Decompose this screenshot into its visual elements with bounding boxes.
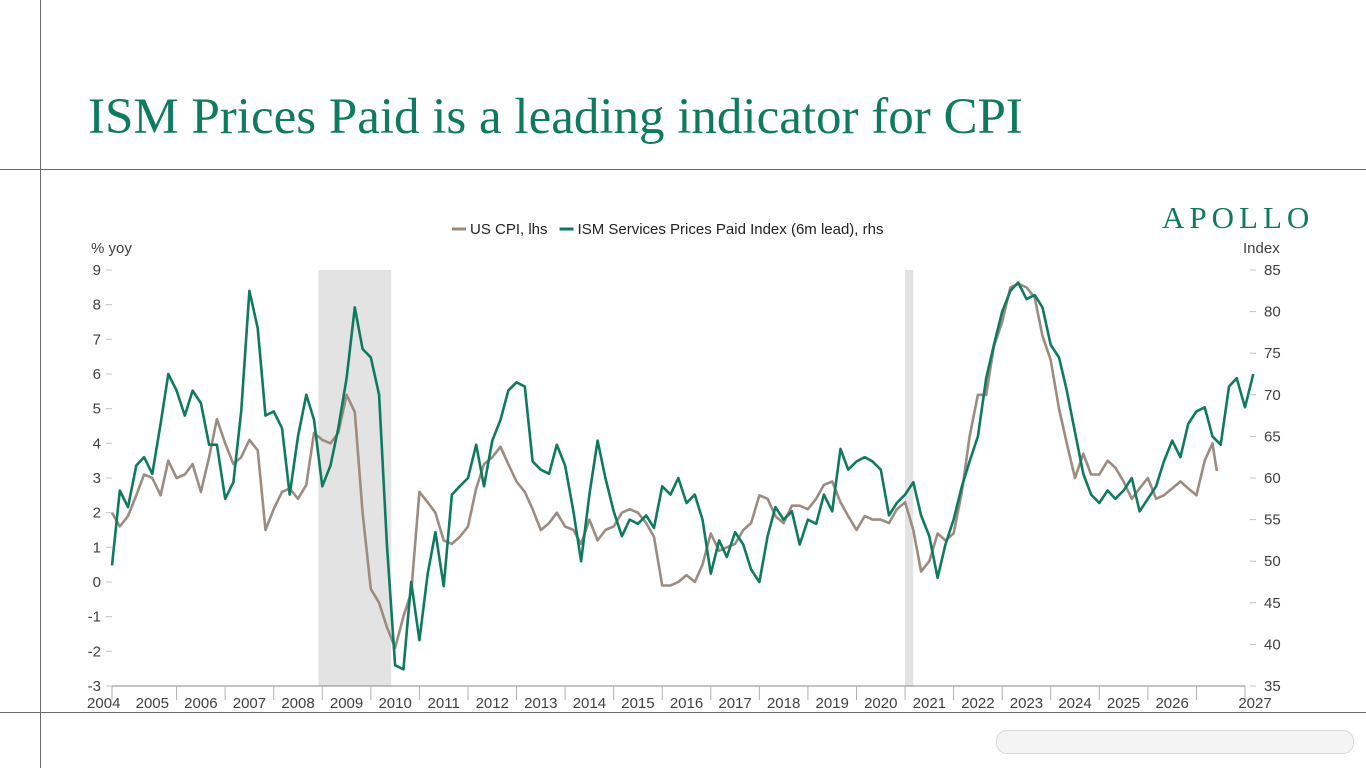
y-left-tick-label: 5 bbox=[93, 401, 101, 418]
x-tick-label: 2004 bbox=[87, 695, 120, 712]
x-tick-label: 2012 bbox=[476, 695, 509, 712]
x-tick-label: 2009 bbox=[330, 695, 363, 712]
chart-axes: 2004 2005 2006 2007 2008 2009 2010 2011 2012 2013… bbox=[87, 240, 1281, 712]
y-right-tick-label: 60 bbox=[1264, 470, 1281, 487]
bottom-divider bbox=[0, 712, 1366, 713]
y-left-tick-label: 4 bbox=[93, 435, 101, 452]
x-tick-label: 2010 bbox=[378, 695, 411, 712]
x-tick-label: 2015 bbox=[621, 695, 654, 712]
x-tick-label: 2020 bbox=[864, 695, 897, 712]
y-right-tick-label: 75 bbox=[1264, 345, 1281, 362]
y-left-tick-label: 1 bbox=[93, 539, 101, 556]
chart-series bbox=[110, 281, 1255, 671]
x-tick-label: 2022 bbox=[961, 695, 994, 712]
y-right-tick-label: 45 bbox=[1264, 595, 1281, 612]
y-right-tick-label: 70 bbox=[1264, 387, 1281, 404]
y-left-tick-label: -1 bbox=[88, 609, 101, 626]
x-tick-label: 2025 bbox=[1107, 695, 1140, 712]
y-right-tick-label: 80 bbox=[1264, 304, 1281, 321]
x-tick-label: 2008 bbox=[281, 695, 314, 712]
left-frame-line bbox=[40, 0, 41, 768]
y-right-tick-label: 55 bbox=[1264, 512, 1281, 529]
x-tick-label: 2021 bbox=[913, 695, 946, 712]
y-left-tick-label: 7 bbox=[93, 331, 101, 348]
x-tick-label: 2013 bbox=[524, 695, 557, 712]
series-line-us-cpi bbox=[110, 282, 1219, 650]
y-left-tick-label: 8 bbox=[93, 297, 101, 314]
chart-legend: US CPI, lhs ISM Services Prices Paid Inde… bbox=[452, 221, 883, 238]
recession-band-0 bbox=[318, 270, 392, 686]
x-tick-label: 2027 bbox=[1238, 695, 1271, 712]
y-right-tick-label: 65 bbox=[1264, 428, 1281, 445]
x-tick-label: 2007 bbox=[233, 695, 266, 712]
x-tick-label: 2005 bbox=[136, 695, 169, 712]
y-left-tick-label: 9 bbox=[93, 262, 101, 279]
recession-band-1 bbox=[905, 270, 914, 686]
slide-progress-bar bbox=[996, 730, 1354, 754]
x-tick-label: 2023 bbox=[1010, 695, 1043, 712]
y-left-tick-label: 2 bbox=[93, 505, 101, 522]
y-left-axis-label: % yoy bbox=[91, 240, 132, 257]
top-divider bbox=[0, 169, 1366, 170]
y-right-tick-label: 85 bbox=[1264, 262, 1281, 279]
y-left-tick-label: 0 bbox=[93, 574, 101, 591]
x-tick-label: 2011 bbox=[428, 695, 460, 712]
x-tick-label: 2016 bbox=[670, 695, 703, 712]
y-left-tick-label: 3 bbox=[93, 470, 101, 487]
legend-entry: ISM Services Prices Paid Index (6m lead)… bbox=[578, 221, 884, 238]
y-right-tick-label: 35 bbox=[1264, 678, 1281, 695]
x-tick-label: 2014 bbox=[573, 695, 606, 712]
x-tick-label: 2019 bbox=[816, 695, 849, 712]
x-tick-label: 2024 bbox=[1058, 695, 1091, 712]
legend-entry: US CPI, lhs bbox=[470, 221, 548, 238]
y-left-tick-label: 6 bbox=[93, 366, 101, 383]
x-tick-label: 2026 bbox=[1155, 695, 1188, 712]
y-right-tick-label: 50 bbox=[1264, 553, 1281, 570]
y-left-tick-label: -2 bbox=[88, 643, 101, 660]
x-tick-label: 2017 bbox=[718, 695, 751, 712]
series-line-ism-prices-paid bbox=[110, 281, 1255, 671]
y-right-axis-label: Index bbox=[1243, 240, 1280, 257]
recession-bands bbox=[318, 270, 914, 686]
x-tick-label: 2018 bbox=[767, 695, 800, 712]
y-right-tick-label: 40 bbox=[1264, 636, 1281, 653]
apollo-logo: APOLLO bbox=[1162, 200, 1315, 235]
x-tick-label: 2006 bbox=[184, 695, 217, 712]
page-title: ISM Prices Paid is a leading indicator f… bbox=[88, 89, 1023, 145]
y-left-tick-label: -3 bbox=[88, 678, 101, 695]
